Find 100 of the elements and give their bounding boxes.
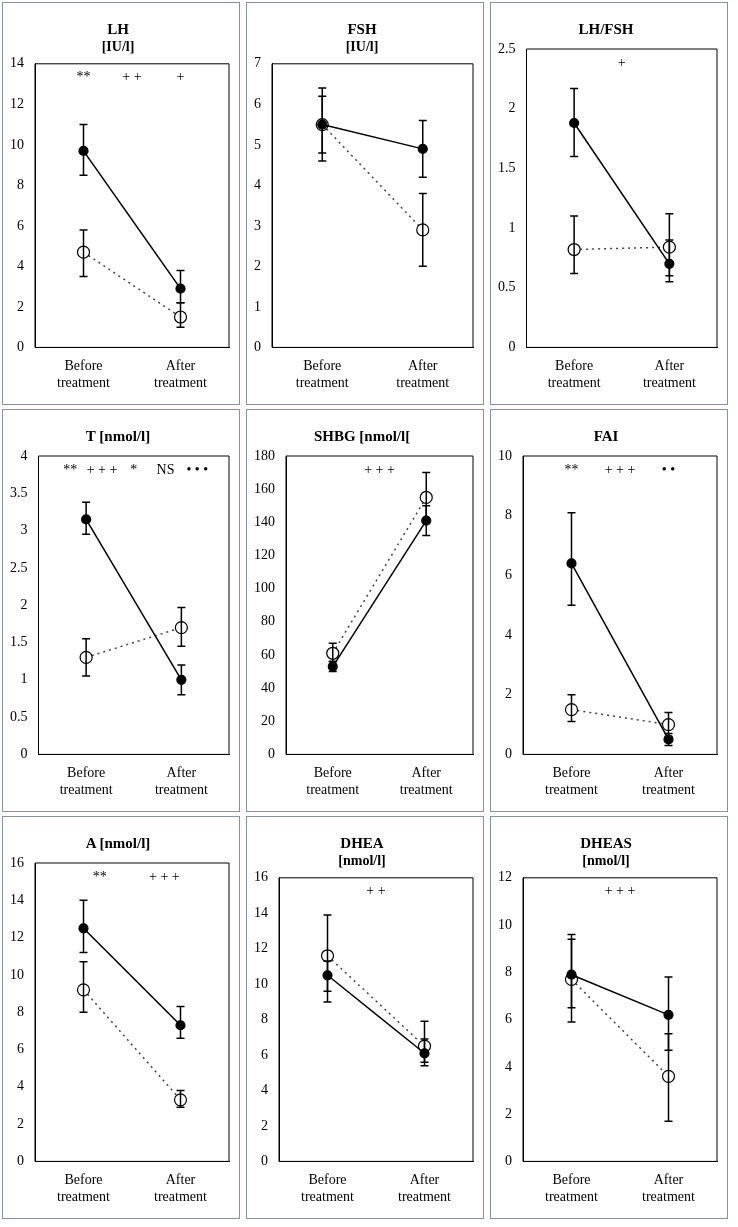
x-tick-label: After treatment — [642, 1172, 696, 1205]
y-tick-label: 1.5 — [10, 634, 28, 650]
y-tick-label: 10 — [10, 966, 24, 982]
y-tick-label: 2 — [17, 298, 24, 314]
y-tick-label: 100 — [254, 580, 275, 596]
chart-title: DHEA — [340, 834, 384, 851]
chart-title: FAI — [593, 427, 619, 444]
chart-title: SHBG [nmol/l[ — [313, 427, 411, 444]
y-tick-label: 2 — [261, 1117, 268, 1133]
y-tick-label: 2 — [17, 1115, 24, 1131]
annotation: ** — [92, 868, 107, 884]
annotation: + + + — [86, 461, 118, 477]
annotation: ** — [76, 69, 91, 85]
y-tick-label: 0 — [268, 746, 275, 762]
y-tick-label: 4 — [505, 626, 512, 642]
y-tick-label: 7 — [254, 55, 261, 71]
y-tick-label: 10 — [254, 975, 268, 991]
y-tick-label: 12 — [254, 940, 268, 956]
x-tick-label: Before treatment — [295, 358, 349, 391]
y-tick-label: 0 — [505, 1153, 512, 1169]
y-tick-label: 10 — [10, 136, 24, 152]
y-tick-label: 2 — [254, 258, 261, 274]
chart-title: LH — [107, 20, 130, 37]
y-tick-label: 14 — [254, 904, 268, 920]
x-tick-label: After treatment — [642, 358, 696, 391]
x-tick-label: Before treatment — [547, 358, 601, 391]
chart-title: A [nmol/l] — [85, 834, 151, 851]
chart-title: DHEAS — [580, 834, 632, 851]
y-tick-label: 4 — [254, 177, 261, 193]
y-tick-label: 3 — [254, 217, 261, 233]
y-tick-label: 0 — [261, 1153, 268, 1169]
annotation: • • • — [186, 461, 209, 477]
chart-subtitle: [nmol/l] — [338, 853, 386, 869]
y-tick-label: 4 — [505, 1058, 512, 1074]
x-tick-label: Before treatment — [306, 765, 360, 798]
y-tick-label: 2 — [505, 686, 512, 702]
y-tick-label: 16 — [10, 854, 24, 870]
x-tick-label: Before treatment — [545, 765, 599, 798]
y-tick-label: 6 — [505, 1011, 512, 1027]
point — [78, 145, 89, 157]
y-tick-label: 180 — [254, 447, 275, 463]
y-tick-label: 6 — [254, 95, 261, 111]
y-tick-label: 0.5 — [10, 708, 28, 724]
annotation: ** — [63, 461, 78, 477]
annotation: NS — [156, 461, 175, 477]
y-tick-label: 4 — [17, 1078, 24, 1094]
annotation: + + — [366, 883, 386, 899]
y-tick-label: 1 — [254, 298, 261, 314]
x-tick-label: After treatment — [398, 1172, 452, 1205]
y-tick-label: 40 — [261, 679, 275, 695]
y-tick-label: 8 — [17, 1003, 24, 1019]
x-tick-label: Before treatment — [545, 1172, 599, 1205]
y-tick-label: 6 — [505, 567, 512, 583]
y-tick-label: 0 — [254, 339, 261, 355]
y-tick-label: 0 — [17, 339, 24, 355]
y-tick-label: 0 — [508, 339, 516, 355]
chart-title: T [nmol/l] — [85, 427, 151, 444]
y-tick-label: 1.5 — [498, 160, 516, 176]
y-tick-label: 2 — [508, 100, 516, 116]
x-tick-label: After treatment — [154, 765, 208, 798]
y-tick-label: 3 — [20, 522, 28, 538]
annotation: + + + — [604, 883, 636, 899]
y-tick-label: 1 — [508, 219, 516, 235]
y-tick-label: 2.5 — [498, 40, 516, 56]
y-tick-label: 0 — [17, 1153, 24, 1169]
y-tick-label: 8 — [505, 507, 512, 523]
y-tick-label: 3.5 — [10, 484, 28, 500]
y-tick-label: 0 — [505, 746, 512, 762]
annotation: • • — [661, 461, 676, 477]
chart-title: FSH — [347, 20, 377, 37]
y-tick-label: 6 — [17, 217, 24, 233]
y-tick-label: 16 — [254, 869, 268, 885]
y-tick-label: 80 — [261, 613, 275, 629]
y-tick-label: 2 — [505, 1105, 512, 1121]
annotation: + + + — [148, 868, 180, 884]
y-tick-label: 12 — [10, 929, 24, 945]
annotation: + — [617, 54, 626, 70]
y-tick-label: 0.5 — [498, 279, 516, 295]
annotation: + + + — [604, 461, 636, 477]
y-tick-label: 120 — [254, 547, 275, 563]
y-tick-label: 2 — [20, 596, 28, 612]
annotation: + + + — [364, 461, 395, 477]
x-tick-label: After treatment — [396, 358, 450, 391]
y-tick-label: 8 — [505, 964, 512, 980]
point — [663, 1009, 674, 1020]
y-tick-label: 8 — [261, 1011, 268, 1027]
y-tick-label: 1 — [20, 671, 28, 687]
y-tick-label: 5 — [254, 136, 261, 152]
y-tick-label: 12 — [10, 95, 24, 111]
chart-subtitle: [IU/l] — [345, 39, 379, 55]
x-tick-label: Before treatment — [57, 1172, 111, 1205]
y-tick-label: 10 — [498, 916, 512, 932]
x-tick-label: Before treatment — [57, 358, 111, 391]
x-tick-label: Before treatment — [59, 765, 113, 798]
y-tick-label: 4 — [17, 258, 24, 274]
annotation: ** — [564, 461, 579, 477]
x-tick-label: After treatment — [154, 1172, 208, 1205]
y-tick-label: 14 — [10, 55, 24, 71]
y-tick-label: 0 — [20, 746, 28, 762]
y-tick-label: 10 — [498, 447, 512, 463]
